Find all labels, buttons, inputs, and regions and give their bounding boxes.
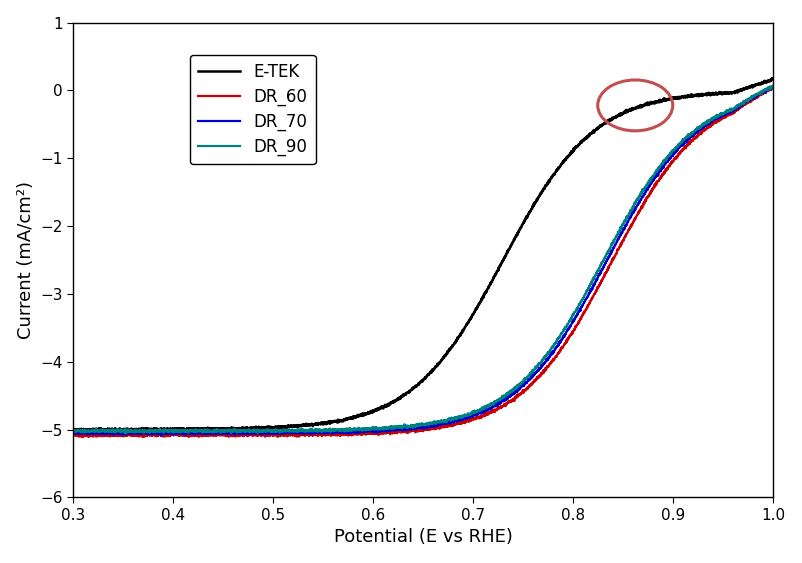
- E-TEK: [768, 75, 777, 82]
- DR_90: [679, 136, 689, 143]
- Line: E-TEK: E-TEK: [73, 78, 773, 431]
- DR_70: [768, 83, 778, 90]
- DR_70: [68, 428, 78, 435]
- E-TEK: [190, 425, 200, 432]
- DR_60: [79, 434, 88, 440]
- DR_60: [755, 91, 764, 97]
- DR_90: [190, 429, 200, 436]
- DR_90: [768, 82, 778, 89]
- DR_90: [121, 430, 131, 437]
- DR_60: [190, 431, 200, 437]
- DR_70: [367, 427, 377, 434]
- Line: DR_60: DR_60: [73, 87, 773, 437]
- E-TEK: [768, 75, 778, 82]
- DR_60: [148, 430, 158, 437]
- E-TEK: [337, 417, 346, 424]
- DR_90: [755, 91, 764, 98]
- DR_70: [156, 433, 166, 440]
- DR_90: [768, 83, 778, 90]
- E-TEK: [367, 408, 377, 415]
- E-TEK: [679, 93, 689, 100]
- DR_70: [768, 84, 778, 91]
- DR_70: [679, 141, 689, 148]
- DR_70: [755, 91, 764, 98]
- Y-axis label: Current (mA/cm²): Current (mA/cm²): [17, 181, 34, 339]
- DR_90: [337, 426, 346, 433]
- DR_90: [367, 424, 377, 431]
- DR_60: [679, 144, 689, 150]
- E-TEK: [148, 426, 158, 433]
- DR_60: [68, 432, 78, 439]
- DR_90: [68, 428, 78, 435]
- DR_90: [148, 427, 158, 434]
- E-TEK: [68, 427, 78, 434]
- DR_70: [148, 431, 158, 438]
- DR_60: [367, 430, 377, 437]
- E-TEK: [755, 81, 764, 88]
- E-TEK: [161, 428, 171, 435]
- DR_70: [190, 430, 200, 437]
- DR_60: [768, 84, 778, 91]
- Line: DR_70: DR_70: [73, 87, 773, 436]
- DR_60: [768, 84, 778, 91]
- X-axis label: Potential (E vs RHE): Potential (E vs RHE): [334, 528, 512, 546]
- Line: DR_90: DR_90: [73, 86, 773, 434]
- Legend: E-TEK, DR_60, DR_70, DR_90: E-TEK, DR_60, DR_70, DR_90: [190, 55, 315, 164]
- DR_60: [337, 430, 346, 437]
- DR_70: [337, 428, 346, 435]
